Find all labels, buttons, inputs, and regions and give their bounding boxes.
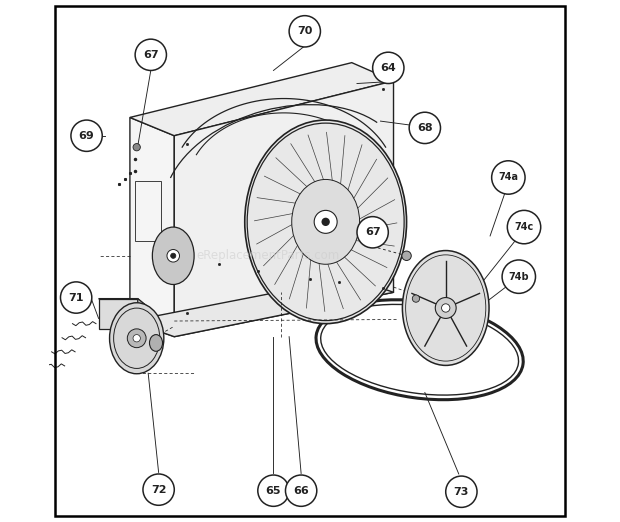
Polygon shape xyxy=(99,299,147,306)
Circle shape xyxy=(135,39,166,70)
Circle shape xyxy=(441,304,450,312)
Polygon shape xyxy=(130,117,174,337)
Text: 69: 69 xyxy=(79,130,94,141)
Circle shape xyxy=(322,218,330,226)
Ellipse shape xyxy=(149,335,162,351)
Ellipse shape xyxy=(292,180,360,264)
Text: 74b: 74b xyxy=(508,271,529,282)
Circle shape xyxy=(133,144,140,151)
Text: 68: 68 xyxy=(417,123,433,133)
Text: 71: 71 xyxy=(68,292,84,303)
Text: eReplacementParts.com: eReplacementParts.com xyxy=(197,250,340,262)
Text: 66: 66 xyxy=(293,485,309,496)
Circle shape xyxy=(170,253,176,258)
Circle shape xyxy=(285,475,317,506)
Circle shape xyxy=(412,295,420,302)
Text: 74a: 74a xyxy=(498,172,518,183)
Polygon shape xyxy=(130,278,394,337)
Text: 67: 67 xyxy=(143,50,159,60)
Circle shape xyxy=(446,476,477,507)
Circle shape xyxy=(502,260,536,293)
Ellipse shape xyxy=(153,227,194,284)
Circle shape xyxy=(127,329,146,348)
Text: 74c: 74c xyxy=(515,222,534,232)
Ellipse shape xyxy=(245,120,407,324)
Polygon shape xyxy=(138,299,147,337)
Circle shape xyxy=(314,210,337,233)
Circle shape xyxy=(373,52,404,84)
Circle shape xyxy=(435,298,456,318)
Bar xyxy=(135,181,161,241)
Circle shape xyxy=(61,282,92,313)
Polygon shape xyxy=(130,63,394,136)
Text: 67: 67 xyxy=(365,227,381,238)
Text: 73: 73 xyxy=(454,487,469,497)
Circle shape xyxy=(402,251,411,260)
Circle shape xyxy=(167,250,180,262)
Circle shape xyxy=(143,474,174,505)
Circle shape xyxy=(133,335,140,342)
Polygon shape xyxy=(174,81,394,337)
Circle shape xyxy=(492,161,525,194)
Circle shape xyxy=(409,112,440,144)
Text: 64: 64 xyxy=(381,63,396,73)
Text: 70: 70 xyxy=(297,26,312,37)
Ellipse shape xyxy=(402,251,489,365)
Ellipse shape xyxy=(110,303,164,374)
Circle shape xyxy=(289,16,321,47)
Text: 72: 72 xyxy=(151,484,166,495)
Circle shape xyxy=(71,120,102,151)
Circle shape xyxy=(357,217,388,248)
Text: 65: 65 xyxy=(266,485,281,496)
Circle shape xyxy=(507,210,541,244)
Polygon shape xyxy=(99,299,138,329)
Circle shape xyxy=(258,475,289,506)
